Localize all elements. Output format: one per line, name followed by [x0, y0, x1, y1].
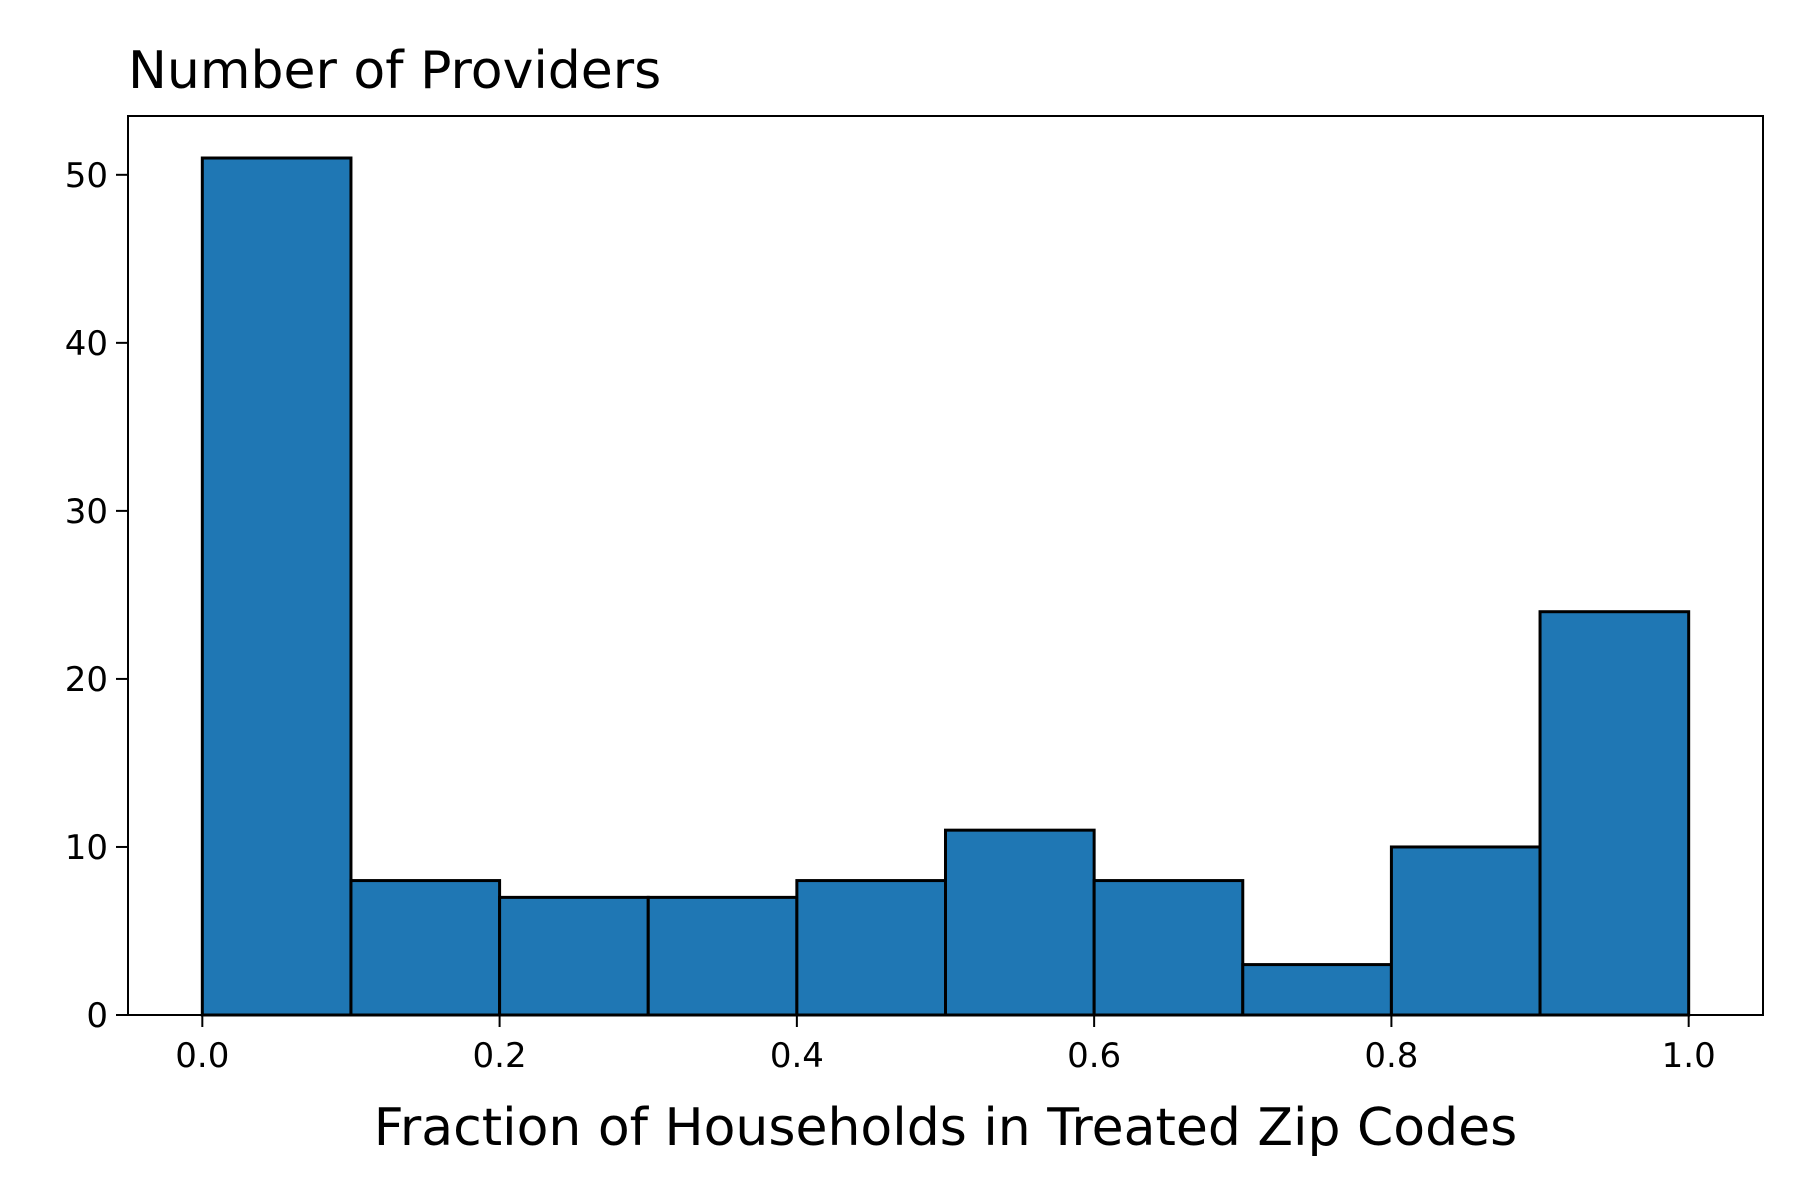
- bars-group: [200, 156, 1691, 1017]
- y-tick-label: 20: [65, 660, 108, 700]
- y-tick-label: 0: [86, 996, 108, 1036]
- y-tick-label: 50: [65, 156, 108, 196]
- histogram-bar: [498, 895, 650, 1017]
- histogram-bar: [1241, 963, 1393, 1017]
- histogram-bar: [200, 156, 353, 1017]
- x-tick-label: 0.4: [770, 1036, 824, 1076]
- x-tick-label: 0.8: [1364, 1036, 1418, 1076]
- histogram-bar: [646, 895, 799, 1017]
- y-axis: 0 10 20 30 40 50: [65, 156, 128, 1036]
- y-tick-label: 30: [65, 492, 108, 532]
- histogram-bar: [795, 879, 948, 1017]
- x-tick-label: 0.2: [473, 1036, 527, 1076]
- x-tick-label: 1.0: [1662, 1036, 1716, 1076]
- histogram-bar: [944, 828, 1096, 1017]
- y-tick-label: 40: [65, 324, 108, 364]
- histogram-bar: [1389, 845, 1542, 1017]
- x-axis: 0.0 0.2 0.4 0.6 0.8 1.0: [175, 1015, 1716, 1076]
- x-tick-label: 0.0: [175, 1036, 229, 1076]
- x-tick-label: 0.6: [1067, 1036, 1121, 1076]
- x-axis-label: Fraction of Households in Treated Zip Co…: [374, 1098, 1517, 1158]
- y-tick-label: 10: [65, 828, 108, 868]
- plot-frame: [127, 115, 1764, 1016]
- histogram-bar: [349, 879, 502, 1017]
- chart-title: Number of Providers: [128, 41, 661, 101]
- histogram-bar: [1092, 879, 1245, 1017]
- histogram-bar: [1538, 610, 1691, 1017]
